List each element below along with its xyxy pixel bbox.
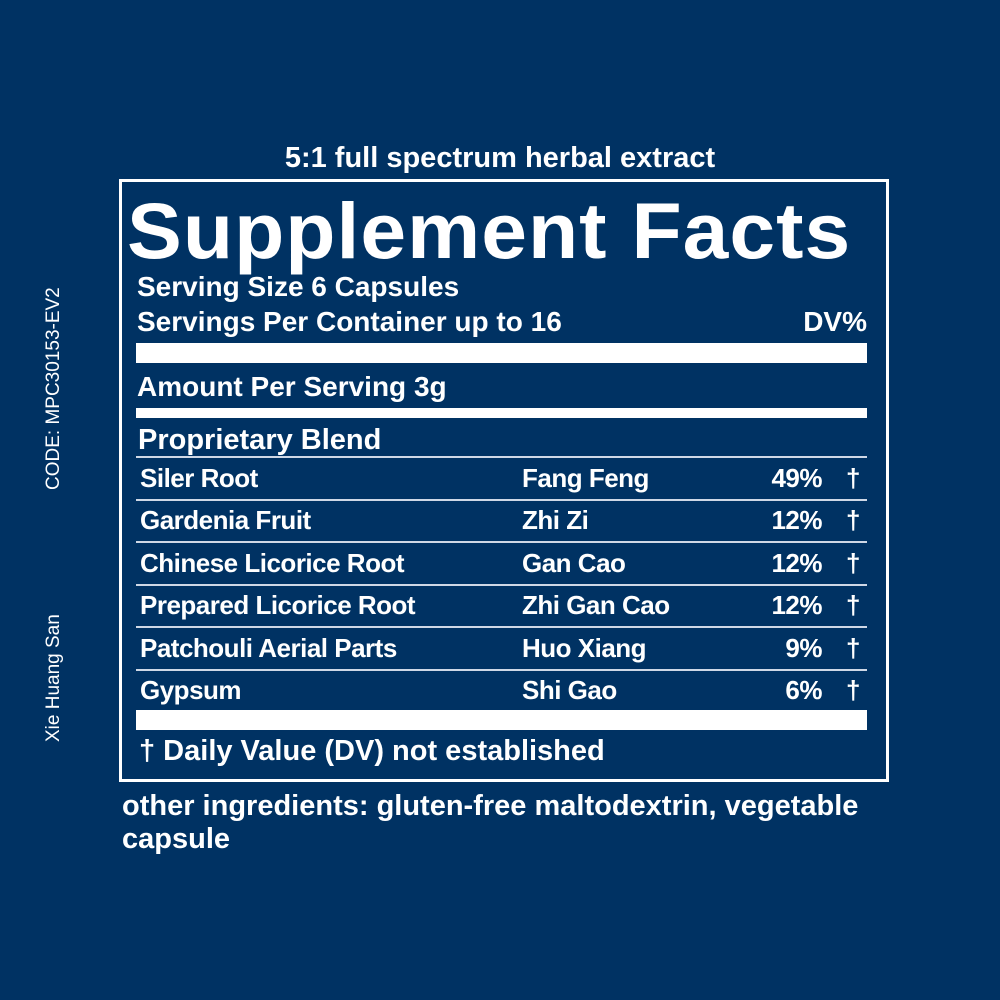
ingredient-percent: 12% — [771, 590, 822, 621]
dagger-mark: † — [846, 633, 860, 664]
footnote: † Daily Value (DV) not established — [139, 735, 605, 768]
serving-size: Serving Size 6 Capsules — [137, 271, 459, 303]
ingredient-percent: 9% — [785, 633, 822, 664]
ingredient-name: Prepared Licorice Root — [140, 590, 415, 621]
extract-tagline: 5:1 full spectrum herbal extract — [0, 142, 1000, 175]
divider-medium — [136, 408, 867, 418]
formula-name: Xie Huang San — [43, 614, 65, 742]
ingredient-pinyin: Huo Xiang — [522, 633, 646, 664]
ingredient-name: Siler Root — [140, 463, 258, 494]
servings-per-container: Servings Per Container up to 16 — [137, 306, 562, 338]
ingredient-pinyin: Zhi Gan Cao — [522, 590, 670, 621]
dv-header: DV% — [803, 306, 867, 338]
ingredient-name: Chinese Licorice Root — [140, 548, 404, 579]
other-ingredients: other ingredients: gluten-free maltodext… — [122, 790, 882, 856]
ingredient-row: Gypsum Shi Gao 6% † — [140, 669, 860, 711]
panel-title: Supplement Facts — [127, 185, 851, 277]
ingredient-name: Gypsum — [140, 675, 241, 706]
ingredient-pinyin: Shi Gao — [522, 675, 617, 706]
ingredient-percent: 6% — [785, 675, 822, 706]
dagger-mark: † — [846, 463, 860, 494]
ingredient-percent: 49% — [771, 463, 822, 494]
ingredient-pinyin: Zhi Zi — [522, 505, 588, 536]
dagger-mark: † — [846, 505, 860, 536]
ingredient-name: Gardenia Fruit — [140, 505, 311, 536]
ingredient-row: Prepared Licorice Root Zhi Gan Cao 12% † — [140, 584, 860, 626]
dagger-mark: † — [846, 675, 860, 706]
ingredient-row: Patchouli Aerial Parts Huo Xiang 9% † — [140, 627, 860, 669]
dagger-mark: † — [846, 548, 860, 579]
ingredient-pinyin: Gan Cao — [522, 548, 625, 579]
divider-thick — [136, 710, 867, 730]
ingredient-pinyin: Fang Feng — [522, 463, 649, 494]
ingredient-percent: 12% — [771, 548, 822, 579]
ingredient-row: Chinese Licorice Root Gan Cao 12% † — [140, 542, 860, 584]
amount-per-serving: Amount Per Serving 3g — [137, 371, 447, 403]
ingredient-row: Siler Root Fang Feng 49% † — [140, 457, 860, 499]
ingredient-percent: 12% — [771, 505, 822, 536]
product-code: CODE: MPC30153-EV2 — [43, 287, 65, 490]
blend-title: Proprietary Blend — [138, 424, 381, 457]
ingredient-name: Patchouli Aerial Parts — [140, 633, 397, 664]
ingredient-row: Gardenia Fruit Zhi Zi 12% † — [140, 499, 860, 541]
divider-thick — [136, 343, 867, 363]
dagger-mark: † — [846, 590, 860, 621]
